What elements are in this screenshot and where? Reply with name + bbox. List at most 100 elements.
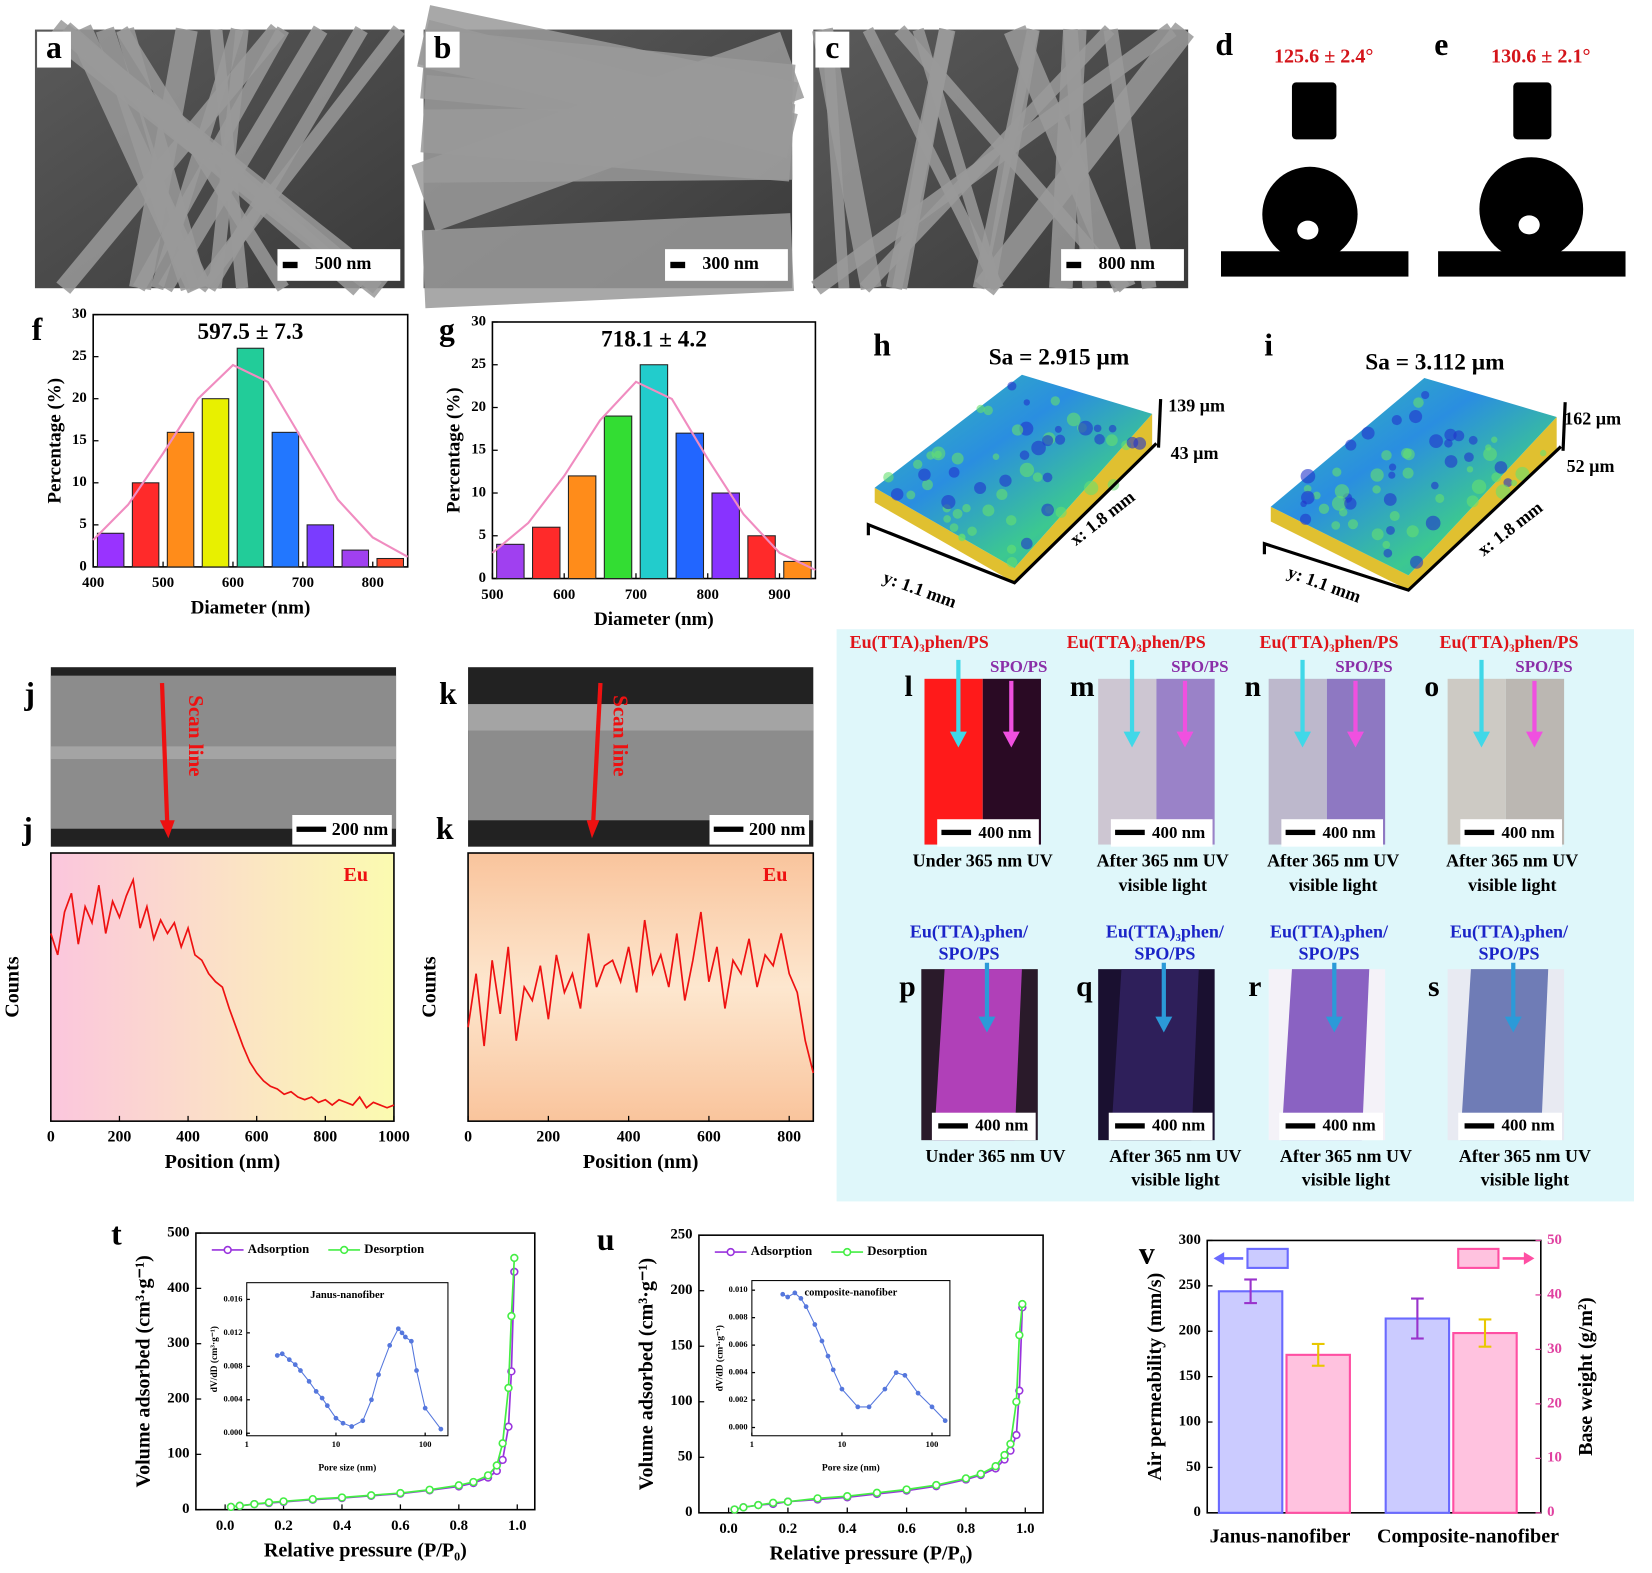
panel-letter-box	[425, 31, 460, 68]
histogram-bar	[166, 431, 195, 568]
surface-texture	[926, 451, 935, 460]
surface-texture	[1334, 484, 1350, 499]
y-axis-label: Volume adsorbed (cm³·g⁻¹)	[133, 1255, 155, 1487]
x-tick-label: 0.8	[957, 1521, 976, 1537]
scale-bar-box	[665, 249, 788, 281]
x-tick-label: 0	[464, 1129, 472, 1146]
y-tick-label: 0.006	[729, 1339, 748, 1349]
y-tick-label: 250	[670, 1227, 692, 1243]
y-tick-label: 25	[471, 356, 486, 372]
series-marker	[226, 1502, 236, 1512]
histogram-bar	[341, 549, 370, 568]
y-tick-label: 0.008	[729, 1312, 748, 1322]
surface-texture	[1300, 468, 1316, 484]
surface-texture	[890, 488, 904, 501]
histogram-bar	[201, 398, 230, 568]
legend-arrow-head	[1213, 1252, 1225, 1265]
y-size: y: 1.1 mm	[1285, 562, 1364, 607]
scale-bar	[941, 829, 972, 836]
legend-arrow-head	[1523, 1252, 1535, 1265]
panel-letter-box	[815, 31, 850, 68]
scan-arrow-head	[586, 820, 600, 839]
arrow-blue-head	[1504, 1016, 1522, 1033]
surface-texture	[1453, 430, 1465, 442]
series-marker	[1012, 1430, 1021, 1440]
fiber	[862, 27, 1004, 291]
y-tick-label: 0.004	[729, 1367, 749, 1377]
surface-texture	[1318, 503, 1330, 514]
series-marker	[825, 1353, 831, 1359]
chart-title: 597.5 ± 7.3	[197, 319, 303, 345]
scale-bar-box	[277, 249, 401, 281]
surface-skirt	[874, 413, 1153, 583]
series-marker	[337, 1493, 347, 1502]
material-label: SPO/PS	[990, 657, 1047, 676]
surface-texture	[1006, 544, 1017, 554]
fiber	[821, 29, 850, 289]
x-tick-label: 1	[750, 1439, 754, 1449]
scale-bar	[282, 261, 298, 269]
series-marker	[813, 1494, 822, 1503]
surface-texture	[1347, 519, 1359, 530]
panel-letter: l	[904, 671, 912, 703]
panel-letter: n	[1245, 671, 1262, 703]
y-tick-label: 0.004	[223, 1394, 243, 1404]
fiber	[1281, 969, 1370, 1141]
caption: visible light	[1481, 1169, 1570, 1189]
surface-texture	[1410, 555, 1424, 569]
material-label: Eu(TTA)₃phen/PS	[1439, 632, 1578, 653]
surface-texture	[1050, 396, 1060, 406]
surface-texture	[1421, 390, 1430, 400]
plot-area	[246, 1282, 449, 1437]
series-marker	[730, 1505, 739, 1514]
surface-texture	[1444, 428, 1457, 442]
material-label: SPO/PS	[938, 944, 999, 964]
surface-texture	[1055, 506, 1067, 518]
series-line	[467, 911, 815, 1074]
panel-letter: k	[439, 676, 457, 711]
y-tick-label: 250	[1179, 1277, 1201, 1293]
series-marker	[783, 1497, 793, 1506]
surface-texture	[1055, 434, 1066, 445]
surface-texture	[1032, 472, 1043, 482]
surface-texture	[1372, 485, 1381, 494]
series-marker	[855, 1404, 861, 1410]
x-tick-label: 0.2	[274, 1518, 293, 1534]
surface-texture	[918, 468, 931, 481]
y-size: y: 1.1 mm	[880, 567, 959, 612]
surface-texture	[1312, 491, 1321, 500]
caption: visible light	[1118, 875, 1207, 895]
series-marker	[235, 1501, 244, 1510]
surface-texture	[1299, 513, 1312, 525]
surface-texture	[1361, 426, 1375, 440]
surface-texture	[976, 404, 985, 414]
y-tick-label: 5	[79, 516, 86, 532]
material-label: Eu(TTA)₃phen/	[1106, 921, 1225, 942]
surface-texture	[1094, 434, 1105, 445]
caption: visible light	[1131, 1169, 1220, 1189]
series-marker	[839, 1386, 845, 1392]
scale-bar	[1066, 261, 1082, 269]
series-marker	[1018, 1299, 1027, 1309]
y-axis-label: Percentage (%)	[44, 378, 65, 504]
fiber	[417, 5, 799, 144]
x-tick-label: 0.6	[391, 1518, 410, 1534]
y-axis-label: Volume adsorbed (cm³·g⁻¹)	[636, 1258, 658, 1490]
x-tick-label: 700	[625, 587, 647, 603]
droplet-highlight	[1518, 215, 1540, 235]
legend-label: Desorption	[364, 1242, 424, 1256]
material-label: Eu(TTA)₃phen/	[910, 921, 1029, 942]
y2-axis-label: Base weight (g/m²)	[1575, 1297, 1597, 1456]
arrow-blue-head	[1155, 1016, 1173, 1033]
surface-texture	[1466, 466, 1474, 473]
series-marker	[425, 1485, 434, 1494]
y-tick-label: 0.008	[223, 1360, 242, 1370]
surface-texture	[1391, 414, 1402, 426]
scale-bar	[670, 261, 686, 269]
histogram-bar	[131, 482, 160, 568]
surface-texture	[1383, 493, 1397, 506]
surface-texture	[962, 503, 971, 513]
surface-axis	[866, 442, 1158, 585]
x-axis-label: Position (nm)	[583, 1151, 699, 1173]
y-tick-label: 100	[1179, 1413, 1201, 1429]
